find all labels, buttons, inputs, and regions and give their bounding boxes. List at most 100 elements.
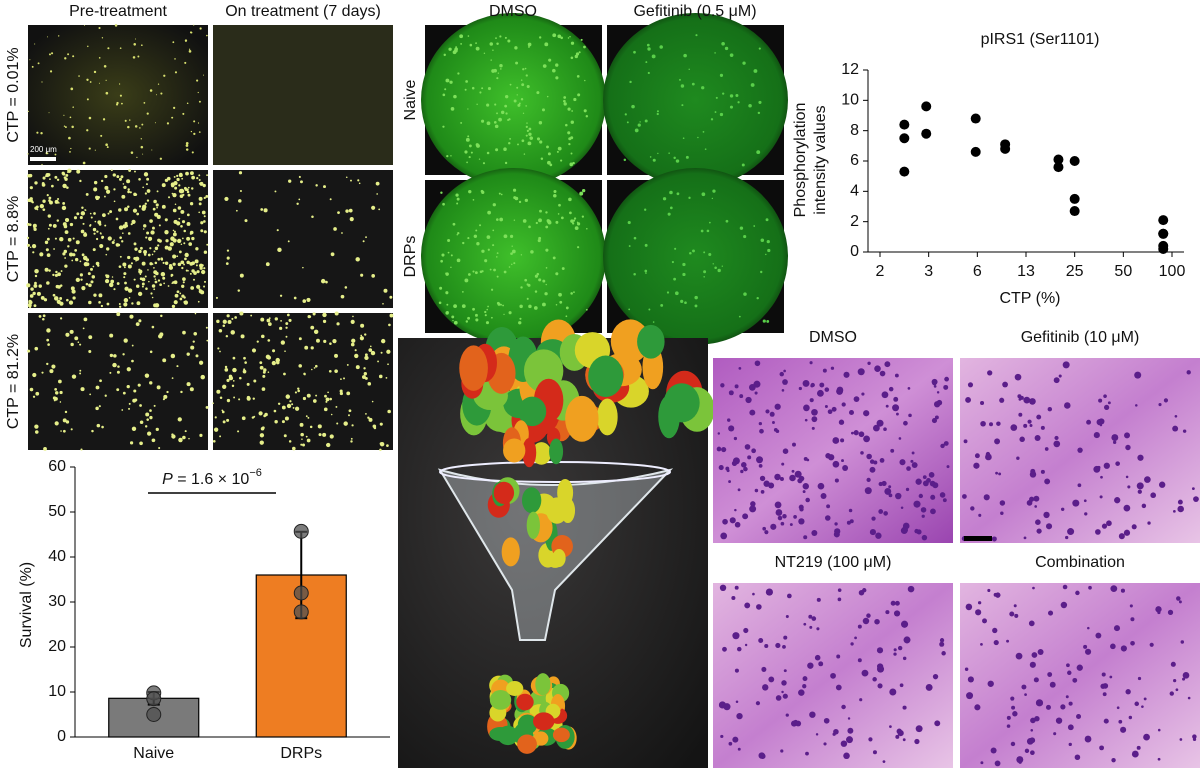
cell-dot bbox=[69, 252, 74, 257]
cell-dot bbox=[143, 172, 149, 177]
x-tick-label: DRPs bbox=[280, 745, 322, 762]
cell-dot bbox=[559, 300, 563, 304]
cell-dot bbox=[380, 338, 386, 344]
cell-dot bbox=[497, 72, 499, 74]
cell-dot bbox=[280, 319, 282, 322]
well bbox=[421, 13, 606, 187]
cell-dot bbox=[104, 185, 109, 190]
cell-dot bbox=[196, 270, 200, 274]
cell-dot bbox=[780, 749, 784, 753]
cell-dot bbox=[360, 273, 364, 277]
cell-dot bbox=[500, 68, 502, 70]
cell-dot bbox=[798, 504, 804, 510]
cell-dot bbox=[64, 126, 67, 129]
cell-dot bbox=[496, 218, 499, 221]
cell-dot bbox=[188, 437, 190, 440]
cell-dot bbox=[1111, 757, 1116, 763]
cell-dot bbox=[35, 391, 40, 396]
cell-dot bbox=[105, 189, 111, 194]
cell-dot bbox=[107, 47, 110, 50]
cell-dot bbox=[81, 253, 85, 257]
cell-dot bbox=[364, 333, 367, 336]
cell-dot bbox=[517, 143, 519, 146]
cell-dot bbox=[932, 673, 939, 680]
cell-dot bbox=[181, 266, 184, 270]
annotation-text: = 1.6 × 10 bbox=[173, 471, 250, 488]
cell-dot bbox=[185, 141, 189, 145]
y-tick-label: 12 bbox=[841, 61, 859, 78]
cell-dot bbox=[1192, 737, 1197, 742]
cell-dot bbox=[168, 265, 174, 270]
cell-dot bbox=[816, 597, 821, 602]
cell-dot bbox=[980, 401, 985, 406]
cell-dot bbox=[142, 153, 144, 155]
cell-dot bbox=[132, 208, 138, 213]
cell-dot bbox=[1186, 370, 1191, 375]
cell-dot bbox=[382, 302, 384, 305]
cell-dot bbox=[994, 760, 1001, 767]
cell-dot bbox=[869, 459, 875, 464]
cell-dot bbox=[555, 76, 559, 80]
cell-dot bbox=[39, 252, 44, 257]
cell-dot bbox=[974, 704, 981, 711]
cell-dot bbox=[907, 585, 915, 593]
cell-dot bbox=[450, 155, 452, 157]
cell-dot bbox=[43, 446, 47, 451]
cell-dot bbox=[583, 45, 586, 49]
cell-dot bbox=[568, 197, 572, 202]
cell-dot bbox=[123, 185, 127, 190]
cell-dot bbox=[898, 437, 902, 440]
cell-dot bbox=[289, 400, 292, 403]
annotation-exponent: −6 bbox=[249, 467, 262, 479]
cell-dot bbox=[817, 482, 825, 490]
cell bbox=[489, 690, 512, 710]
cell-dot bbox=[167, 285, 170, 287]
cell-dot bbox=[441, 253, 445, 257]
cell-dot bbox=[1030, 729, 1034, 732]
cell-dot bbox=[508, 118, 511, 121]
cell-dot bbox=[151, 296, 154, 299]
cell-dot bbox=[1128, 715, 1133, 720]
cell-dot bbox=[974, 453, 980, 459]
cell-dot bbox=[173, 300, 178, 305]
cell-dot bbox=[367, 382, 372, 386]
cell-dot bbox=[48, 196, 52, 200]
cell-dot bbox=[1099, 495, 1103, 499]
cell-dot bbox=[440, 191, 443, 194]
cell-dot bbox=[472, 270, 475, 273]
cell-dot bbox=[171, 377, 174, 379]
cell-dot bbox=[850, 642, 854, 646]
cell-dot bbox=[751, 448, 756, 454]
cell-dot bbox=[88, 147, 91, 150]
cell-dot bbox=[46, 362, 49, 366]
cell-dot bbox=[737, 101, 740, 104]
cell-dot bbox=[33, 227, 37, 232]
cell-dot bbox=[1115, 461, 1120, 466]
cell-dot bbox=[34, 181, 38, 185]
images bbox=[26, 13, 1200, 768]
cell-dot bbox=[64, 264, 68, 268]
cell-dot bbox=[1068, 701, 1073, 706]
cell-dot bbox=[1014, 373, 1022, 381]
cell-dot bbox=[563, 102, 567, 106]
cell-dot bbox=[86, 98, 89, 101]
cell-dot bbox=[461, 304, 466, 309]
cell-dot bbox=[95, 261, 100, 266]
cell-dot bbox=[656, 112, 659, 116]
cell-dot bbox=[874, 618, 880, 625]
column-label: DMSO bbox=[489, 3, 537, 20]
cell-dot bbox=[29, 246, 32, 249]
cell-dot bbox=[302, 396, 307, 401]
cell-dot bbox=[54, 175, 58, 179]
cell-dot bbox=[129, 314, 134, 319]
cell-dot bbox=[146, 231, 150, 235]
cell-dot bbox=[922, 480, 929, 487]
cell-dot bbox=[802, 379, 810, 387]
cell-dot bbox=[685, 155, 689, 159]
x-tick-label: 13 bbox=[1017, 263, 1035, 280]
cell-dot bbox=[183, 229, 186, 233]
micrograph bbox=[28, 170, 208, 308]
cell-dot bbox=[264, 412, 268, 417]
cell-dot bbox=[738, 315, 741, 318]
cell-dot bbox=[576, 222, 581, 226]
